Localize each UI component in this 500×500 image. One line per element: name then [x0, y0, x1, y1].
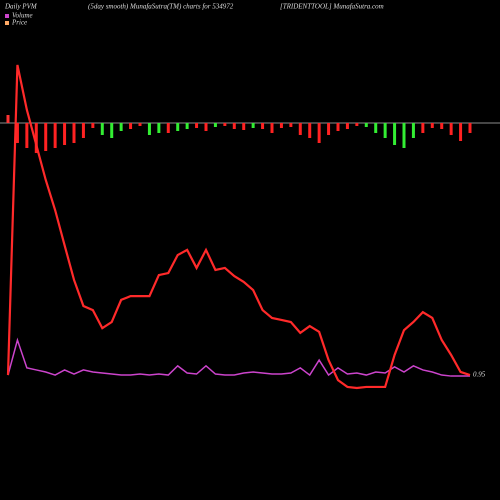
- bar: [468, 123, 472, 133]
- bar: [100, 123, 104, 135]
- bar: [374, 123, 378, 133]
- bar: [176, 123, 180, 131]
- bar: [15, 123, 19, 143]
- bar: [63, 123, 67, 145]
- bar: [72, 123, 76, 143]
- bar: [91, 123, 95, 128]
- bar: [34, 123, 38, 153]
- bar: [261, 123, 265, 129]
- bar: [25, 123, 29, 148]
- bar: [185, 123, 189, 129]
- bar: [6, 115, 10, 123]
- bar: [251, 123, 255, 128]
- series-line: [6, 64, 471, 390]
- bar: [81, 123, 85, 138]
- bar: [298, 123, 302, 135]
- bar: [393, 123, 397, 145]
- bar: [129, 123, 133, 129]
- bar: [327, 123, 331, 135]
- bar: [110, 123, 114, 138]
- legend-swatch: [5, 14, 9, 18]
- legend-label: Price: [11, 19, 27, 27]
- bar: [138, 123, 142, 126]
- bar: [157, 123, 161, 133]
- bar: [53, 123, 57, 148]
- bar: [147, 123, 151, 135]
- legend-label: Volume: [12, 12, 33, 20]
- title-center: (5day smooth) MunafaSutra(TM) charts for…: [88, 3, 234, 11]
- bar: [279, 123, 283, 128]
- bar: [411, 123, 415, 138]
- bar: [440, 123, 444, 129]
- bar: [204, 123, 208, 131]
- bar: [402, 123, 406, 148]
- bar: [345, 123, 349, 129]
- bar: [336, 123, 340, 131]
- bar: [317, 123, 321, 143]
- bar: [459, 123, 463, 141]
- bar: [213, 123, 217, 127]
- title-left: Daily PVM: [4, 3, 38, 11]
- bar: [355, 123, 359, 126]
- legend-swatch: [5, 21, 9, 25]
- bar: [242, 123, 246, 130]
- title-right: [TRIDENTTOOL] MunafaSutra.com: [280, 3, 384, 11]
- bar: [232, 123, 236, 129]
- bar: [270, 123, 274, 133]
- bar: [195, 123, 199, 128]
- bar: [421, 123, 425, 133]
- bar: [223, 123, 227, 126]
- bar: [289, 123, 293, 127]
- bar: [308, 123, 312, 138]
- series-line: [7, 337, 470, 377]
- bar: [430, 123, 434, 128]
- bar: [449, 123, 453, 135]
- bar: [383, 123, 387, 138]
- bar: [166, 123, 170, 133]
- bar: [44, 123, 48, 151]
- bar: [119, 123, 123, 131]
- last-value-label: 0.95: [473, 371, 486, 379]
- bar: [364, 123, 368, 127]
